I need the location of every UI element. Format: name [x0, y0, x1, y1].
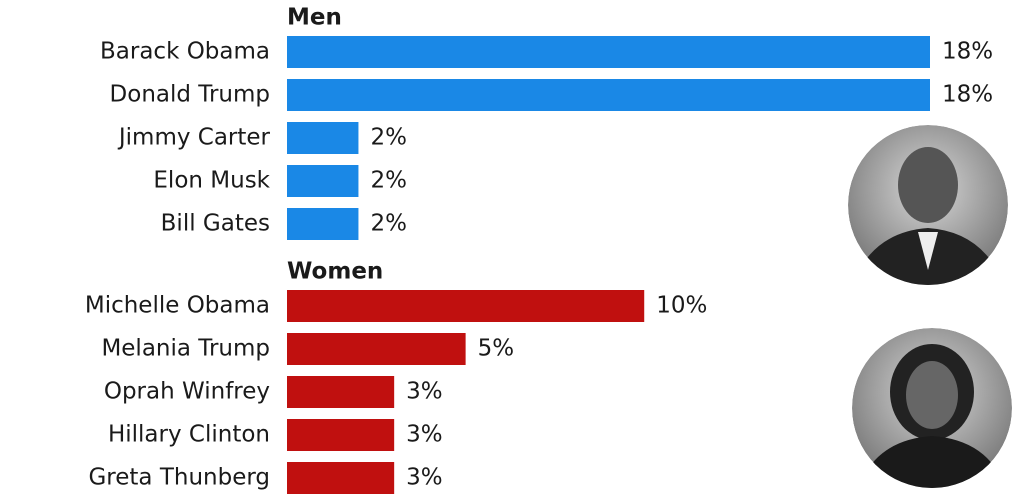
value-label: 5% — [478, 336, 514, 362]
value-label: 10% — [656, 293, 707, 319]
bar — [287, 290, 645, 322]
bar — [287, 79, 930, 111]
bar — [287, 208, 359, 240]
category-label: Hillary Clinton — [108, 422, 270, 448]
value-label: 2% — [370, 125, 407, 151]
value-label: 18% — [942, 39, 993, 65]
value-label: 2% — [370, 168, 407, 194]
category-label: Michelle Obama — [85, 293, 270, 319]
category-label: Barack Obama — [100, 39, 270, 65]
value-label: 18% — [942, 82, 993, 108]
value-label: 3% — [406, 465, 443, 491]
photo-women — [852, 328, 1012, 488]
group-title: Women — [287, 259, 383, 285]
category-label: Oprah Winfrey — [104, 379, 270, 405]
category-label: Donald Trump — [110, 82, 270, 108]
category-label: Melania Trump — [101, 336, 270, 362]
bar — [287, 419, 395, 451]
bar — [287, 165, 359, 197]
bar — [287, 122, 359, 154]
bar — [287, 36, 930, 68]
category-label: Jimmy Carter — [117, 125, 271, 151]
category-label: Greta Thunberg — [88, 465, 270, 491]
bar — [287, 376, 395, 408]
bar — [287, 462, 395, 494]
value-label: 3% — [406, 379, 443, 405]
value-label: 3% — [406, 422, 443, 448]
category-label: Bill Gates — [161, 211, 270, 237]
bar — [287, 333, 466, 365]
value-label: 2% — [370, 211, 407, 237]
category-label: Elon Musk — [153, 168, 270, 194]
group-title: Men — [287, 5, 342, 31]
photo-men — [848, 125, 1008, 285]
